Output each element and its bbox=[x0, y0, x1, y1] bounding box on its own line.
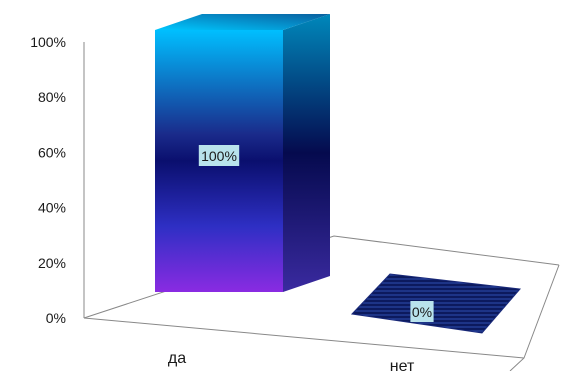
y-tick-label: 0% bbox=[46, 310, 66, 326]
y-tick-label: 40% bbox=[38, 200, 66, 216]
bars bbox=[155, 14, 521, 334]
category-label: да bbox=[168, 350, 186, 367]
category-labels: да нет bbox=[168, 350, 415, 371]
data-label: 100% bbox=[201, 148, 237, 164]
y-tick-label: 100% bbox=[30, 34, 66, 50]
y-tick-label: 20% bbox=[38, 255, 66, 271]
data-label-bg bbox=[198, 145, 240, 166]
y-tick-label: 80% bbox=[38, 89, 66, 105]
floor-right-line bbox=[509, 264, 560, 371]
data-label-bg bbox=[410, 301, 434, 322]
bar-side bbox=[283, 14, 330, 292]
bar-top bbox=[155, 14, 330, 30]
category-label: нет bbox=[390, 358, 415, 371]
y-axis-ticks: 0% 20% 40% 60% 80% 100% bbox=[30, 34, 66, 326]
y-tick-label: 60% bbox=[38, 144, 66, 160]
bar-flat bbox=[350, 273, 521, 334]
data-label: 0% bbox=[412, 304, 432, 320]
floor-front-line bbox=[83, 317, 525, 359]
data-labels: 100% 0% bbox=[198, 145, 434, 322]
